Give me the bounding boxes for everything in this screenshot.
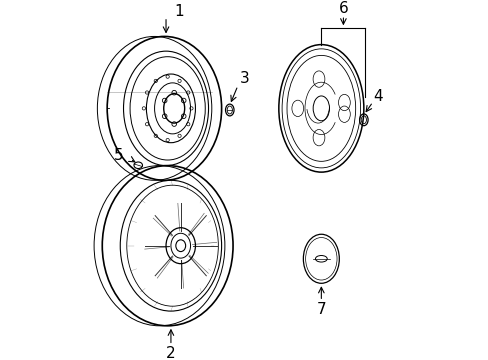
Text: 5: 5 <box>114 148 123 163</box>
Text: 1: 1 <box>174 4 183 19</box>
Text: 7: 7 <box>316 302 325 317</box>
Text: 6: 6 <box>338 1 347 16</box>
Text: 4: 4 <box>373 89 383 104</box>
Text: 3: 3 <box>239 71 249 86</box>
Text: 2: 2 <box>166 346 175 360</box>
